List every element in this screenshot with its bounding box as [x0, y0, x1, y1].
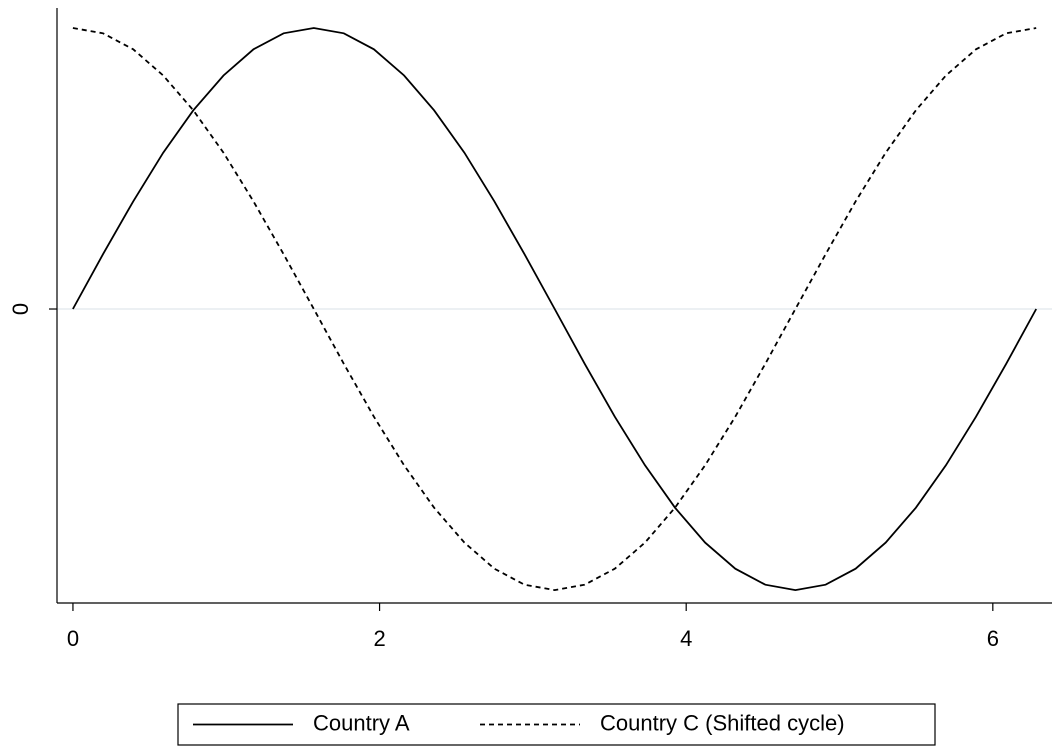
series-line	[72, 27, 1037, 592]
y-tick-label: 0	[8, 303, 33, 315]
x-tick-label: 4	[680, 626, 692, 651]
legend-label: Country C (Shifted cycle)	[600, 710, 845, 735]
x-tick-label: 0	[67, 626, 79, 651]
x-tick-label: 6	[987, 626, 999, 651]
series-line	[72, 27, 1037, 592]
x-tick-label: 2	[373, 626, 385, 651]
legend-label: Country A	[313, 710, 410, 735]
